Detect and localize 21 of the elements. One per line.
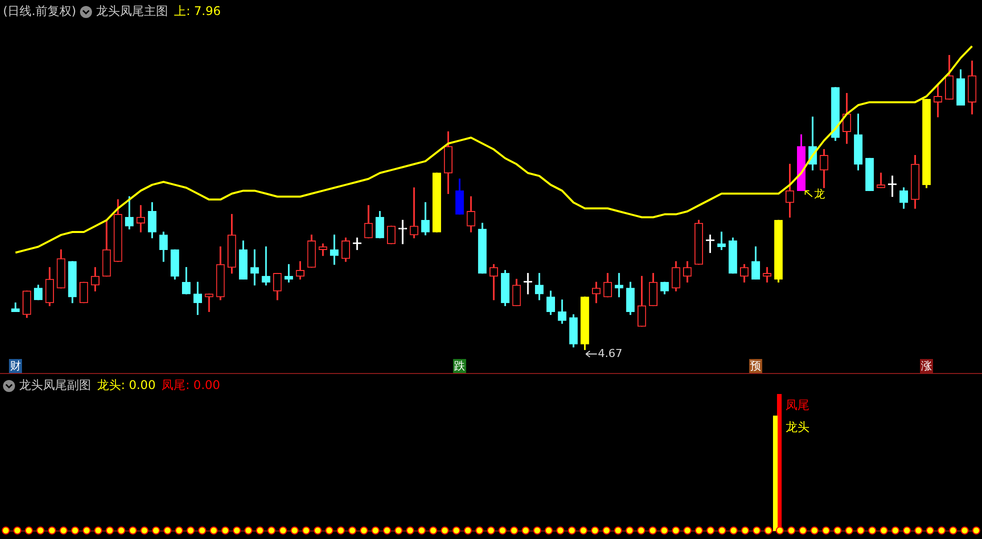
x-tick-label: 跌 [454,359,466,372]
x-tick-label: 涨 [921,359,932,372]
text: 4.67 [598,346,622,360]
chart-subtitle: 龙头凤尾主图 [96,3,168,20]
x-tick-label: 财 [10,359,21,372]
text: 凤尾: 0.00 [162,377,220,394]
series-label: 龙头 [785,420,810,434]
candlestick [614,272,624,298]
candlestick [876,172,886,188]
candlestick [717,232,726,250]
chart-title: 龙头凤尾副图 [19,377,91,394]
series-label: 凤尾 [785,398,810,412]
candlestick [204,294,214,312]
x-tick-label: 预 [750,359,762,372]
text: 龙头: 0.00 [97,377,156,394]
text: 上: 7.96 [174,3,221,20]
chart-title: (日线.前复权) [3,3,76,20]
candlestick [262,246,270,286]
text: 龙 [814,188,826,201]
candlestick [762,267,772,282]
candlestick [410,187,418,238]
